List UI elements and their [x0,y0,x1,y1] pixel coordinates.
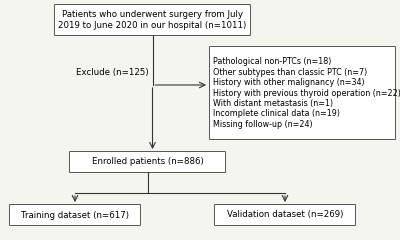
Text: Pathological non-PTCs (n=18)
Other subtypes than classic PTC (n=7)
History with : Pathological non-PTCs (n=18) Other subty… [213,57,400,129]
Text: Training dataset (n=617): Training dataset (n=617) [21,210,129,220]
Text: Patients who underwent surgery from July
2019 to June 2020 in our hospital (n=10: Patients who underwent surgery from July… [58,10,247,30]
Text: Validation dataset (n=269): Validation dataset (n=269) [227,210,343,220]
FancyBboxPatch shape [54,5,250,36]
FancyBboxPatch shape [210,47,396,139]
FancyBboxPatch shape [70,151,226,173]
FancyBboxPatch shape [10,204,140,226]
Text: Enrolled patients (n=886): Enrolled patients (n=886) [92,157,203,167]
Text: Exclude (n=125): Exclude (n=125) [76,67,148,77]
FancyBboxPatch shape [214,204,356,226]
